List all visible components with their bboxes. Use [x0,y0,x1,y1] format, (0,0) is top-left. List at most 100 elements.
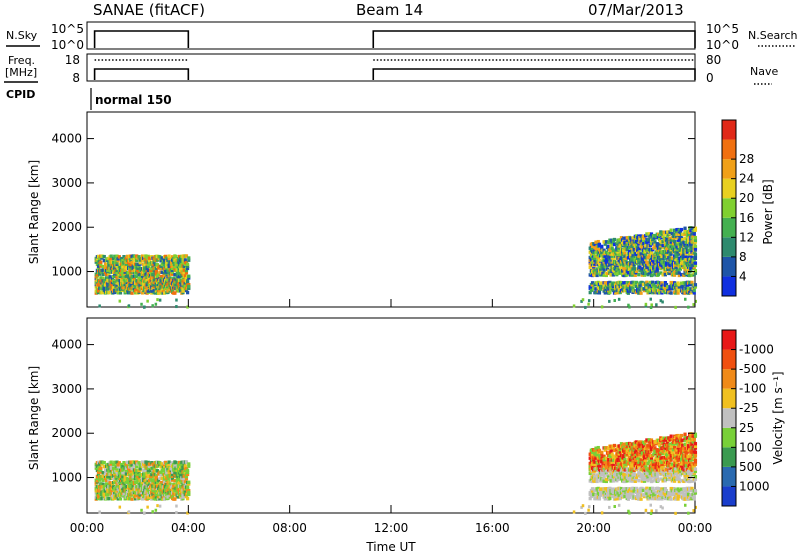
power-cells-cell-2331 [677,228,681,232]
vel-cells-cell-1256 [601,462,605,466]
power-cells-cell-1324 [607,254,611,258]
power-cells-cell-1449 [616,250,620,254]
vel-cells-cell-2139 [664,444,669,448]
power-cells-cell-1087 [186,264,190,268]
vel-cells-cell-1440 [616,490,620,495]
vel-cells-cell-1784 [640,452,644,456]
power-cells-cell-865 [167,274,171,278]
power-cells-cell-1112 [588,255,592,260]
power-cells-cell-2316 [677,282,681,287]
vel-cells-cell-2044 [659,458,663,462]
power-cells-cell-1983 [654,234,658,239]
vel-cells-cell-813 [162,466,167,470]
vel-cells-cell-317 [121,471,125,475]
power-cells-cell-872 [167,256,171,261]
power-cells-cell-380 [127,271,131,275]
freq-panel: Freq. [MHz] 18 8 80 0 Nave [4,53,778,85]
vel-cells-cell-1967 [654,490,658,495]
vel-cells-cell-782 [160,468,164,473]
power-cells-cell-1140 [590,244,595,248]
power-cells-dot-16 [581,298,585,302]
vel-cells-cell-734 [155,464,160,468]
vel-cells-cell-2207 [669,446,673,450]
power-cells-cell-2547 [692,291,696,295]
power-cells-cell-2252 [673,239,677,244]
power-cells-cell-2185 [668,256,672,260]
power-cells-cell-1077 [184,254,189,258]
power-cells-cell-2582 [693,235,698,240]
vel-cells-cell-716 [154,474,158,479]
power-cells-cell-306 [120,256,124,261]
power-cells-cell-1627 [630,285,634,289]
vel-cells-cell-1500 [619,442,624,446]
power-cells-cell-317 [121,265,125,269]
vel-cells-cell-907 [170,476,175,480]
vel-cells-cell-1456 [617,493,621,497]
vel-cells-cell-1130 [590,487,595,491]
power-cells-dot-14 [644,304,648,308]
freq-right-tick-bottom: 0 [706,71,714,85]
vel-cells-cell-587 [144,478,148,483]
power-cells-cell-2268 [674,252,678,256]
power-cells-cell-2281 [675,265,679,269]
power-cells-cell-1552 [624,283,628,287]
power-cells-cell-2191 [668,236,672,241]
power-cells-cell-1310 [605,258,610,262]
power-cells-cell-2071 [661,283,665,287]
power-cells-cell-812 [162,262,167,267]
power-cells-cell-2318 [677,271,681,275]
power-cells-cell-1316 [607,287,611,291]
vel-cells-cell-1806 [642,493,647,497]
power-cells-cell-1807 [642,273,647,277]
vel-cells-cell-213 [113,478,117,482]
vel-cells-cell-110 [103,472,108,476]
power-cells-cell-2107 [663,280,667,285]
power-cells-cell-1105 [588,285,592,289]
power-cells-cell-2293 [676,291,680,295]
power-cells-cell-1211 [597,291,602,295]
vel-cells-cell-552 [142,480,146,484]
power-cells-cell-1130 [590,281,595,285]
power-cells-cell-621 [146,270,150,275]
power-cells-cell-1940 [652,283,656,287]
power-cells-cell-1989 [655,269,659,273]
vel-cells-cell-116 [103,484,108,489]
power-cells-cell-2193 [668,230,672,234]
power-cells-cell-2482 [688,263,692,267]
power-cells-cell-1421 [615,286,619,291]
vel-cells-cell-2178 [668,491,672,495]
power-cells-cell-1709 [634,242,639,246]
power-cells-cell-1725 [637,291,641,295]
power-cells-cell-399 [128,256,132,260]
vel-cells-cell-715 [154,476,158,481]
vel-cells-cell-1057 [182,495,186,499]
power-cells-cell-326 [122,286,126,291]
power-cells-dot-23 [628,305,631,309]
power-cells-cell-1667 [632,265,636,269]
vel-cells-cell-1063 [183,470,187,474]
power-cbar-swatch-4 [722,198,736,218]
power-cells-cell-2345 [678,230,683,234]
vel-cells-cell-1011 [179,462,183,466]
vel-cells-cell-260 [116,463,120,467]
power-cells-cell-2420 [684,286,688,291]
power-cells-cell-1168 [593,254,597,258]
vel-cells-cell-910 [170,470,175,474]
velocity-scatter [94,432,698,515]
vel-cells-cell-1223 [597,454,602,458]
vel-cells-cell-680 [151,492,155,497]
power-cells-cell-86 [101,276,105,280]
vel-cells-cell-2221 [670,438,674,442]
vel-cells-cell-1574 [625,459,629,464]
power-cells-cell-1833 [644,249,648,254]
vel-cells-cell-543 [140,497,145,501]
search-label: N.Search [748,29,798,42]
power-cells-cell-768 [159,274,163,279]
sky-segment-0 [93,30,190,48]
vel-cells-cell-2152 [666,452,670,457]
power-cells-cell-1785 [640,244,644,248]
power-cells-cell-1357 [609,244,613,248]
power-cells-cell-177 [109,256,113,260]
power-cells-cell-2581 [693,238,698,243]
power-cells-cell-1186 [595,273,599,278]
